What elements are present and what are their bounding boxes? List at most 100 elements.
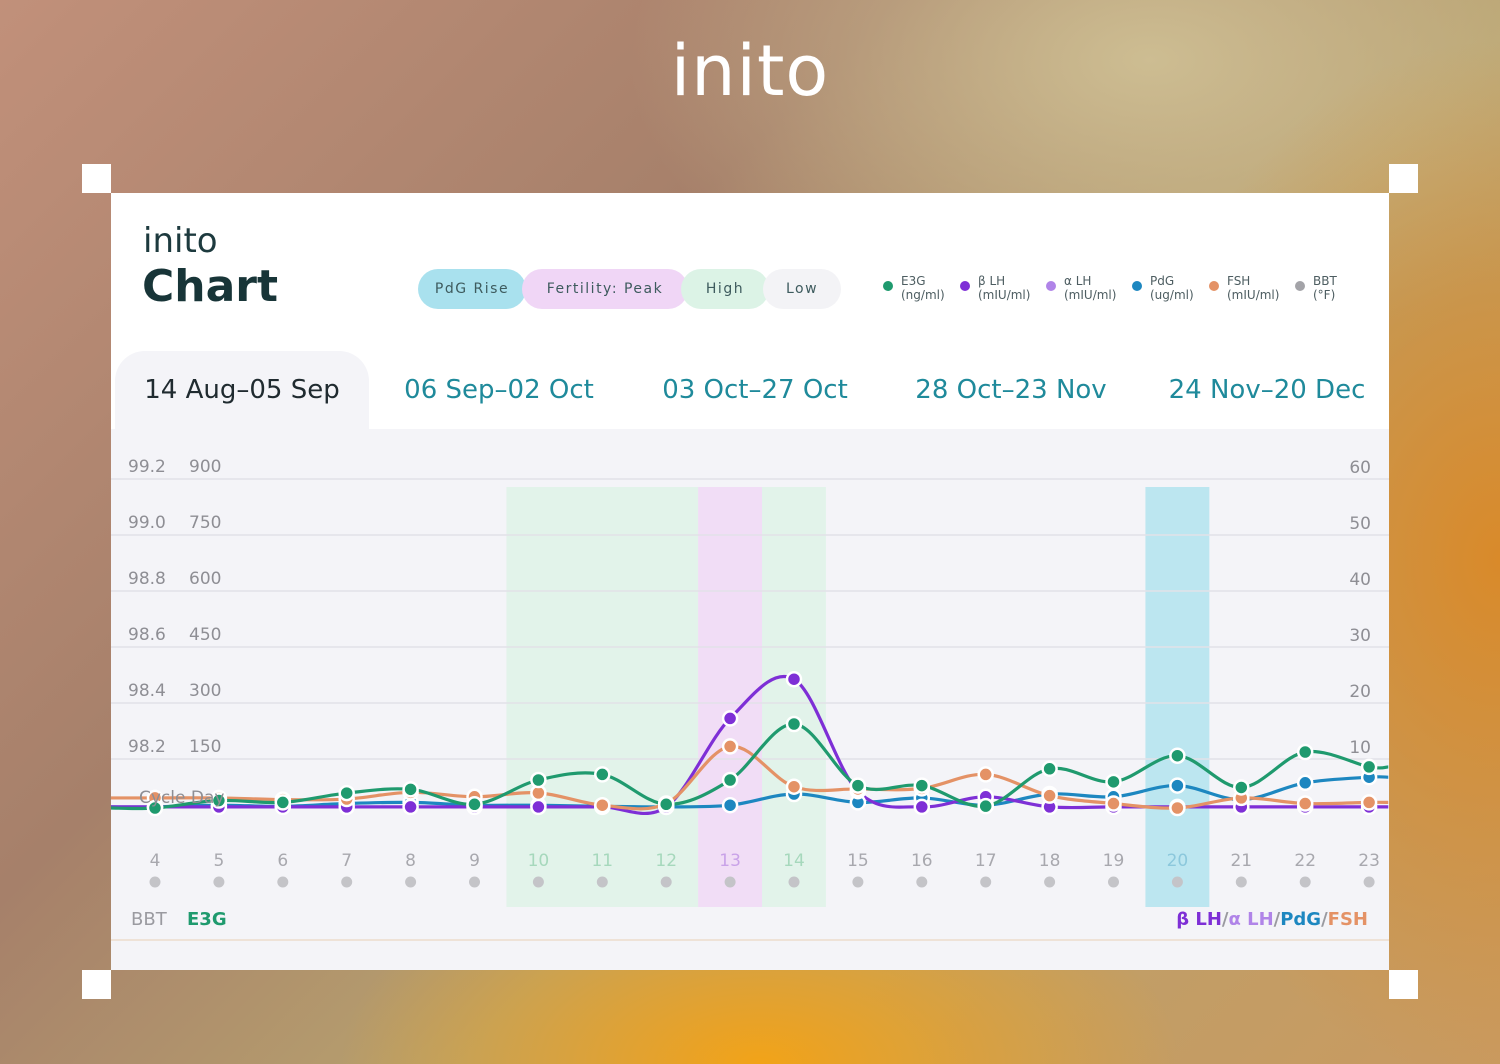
- legend-alpha-lh-name: α LH: [1064, 274, 1092, 288]
- tab-cycle-1[interactable]: 14 Aug–05 Sep: [115, 351, 369, 429]
- bbt-point-day-15: [852, 876, 864, 888]
- chart-card: inito Chart PdG Rise Fertility: Peak Hig…: [111, 193, 1389, 970]
- bbt-point-day-11: [596, 876, 608, 888]
- x-tick-day-21: 21: [1230, 851, 1252, 871]
- crop-handle-top-right[interactable]: [1389, 164, 1418, 193]
- x-tick-day-11: 11: [591, 851, 613, 871]
- tab-cycle-5[interactable]: 24 Nov–20 Dec: [1168, 375, 1366, 405]
- point-e3g-day-19: [1105, 773, 1122, 791]
- legend-bbt: BBT (°F): [1295, 274, 1337, 302]
- bbt-point-day-8: [405, 876, 417, 888]
- point-e3g-day-6: [274, 794, 292, 811]
- bbt-point-day-13: [724, 876, 736, 888]
- bbt-point-day-14: [788, 876, 800, 888]
- point-fsh-day-20: [1169, 799, 1186, 817]
- bottom-right-label-alpha-lh: α LH: [1228, 909, 1273, 930]
- left-axis-e3g-tick: 900: [189, 457, 221, 477]
- bottom-right-label-pdg: PdG: [1280, 909, 1321, 930]
- legend-alpha-lh-unit: (mIU/ml): [1064, 288, 1117, 302]
- point-e3g-day-17: [977, 797, 994, 815]
- x-tick-day-23: 23: [1358, 851, 1380, 871]
- point-fsh-day-13: [721, 738, 739, 755]
- series-line-e3g: [111, 722, 1389, 811]
- legend-alpha-lh: α LH (mIU/ml): [1046, 274, 1116, 302]
- crop-handle-bottom-left[interactable]: [82, 970, 111, 999]
- x-tick-day-4: 4: [150, 851, 161, 871]
- x-tick-day-12: 12: [655, 851, 677, 871]
- legend-bbt-dot: [1295, 281, 1305, 291]
- tab-cycle-2[interactable]: 06 Sep–02 Oct: [404, 375, 594, 405]
- x-tick-day-20: 20: [1167, 851, 1189, 871]
- card-title: Chart: [142, 261, 279, 312]
- tab-cycle-4[interactable]: 28 Oct–23 Nov: [915, 375, 1107, 405]
- point-beta-lh-day-8: [402, 798, 419, 816]
- legend-e3g-name: E3G: [901, 274, 926, 288]
- right-axis-tick: 10: [1349, 738, 1371, 758]
- right-axis-tick: 40: [1349, 570, 1371, 590]
- point-beta-lh-day-16: [913, 798, 931, 816]
- point-fsh-day-22: [1296, 795, 1314, 812]
- legend-fsh-unit: (mIU/ml): [1227, 288, 1280, 302]
- point-e3g-day-7: [338, 784, 355, 802]
- card-brand-logo: inito: [143, 221, 218, 261]
- left-axis-e3g-tick: 600: [189, 569, 221, 589]
- legend-fsh-name: FSH: [1227, 274, 1251, 288]
- bbt-point-day-7: [341, 876, 353, 888]
- bbt-point-day-9: [469, 876, 480, 888]
- legend-pdg: PdG (ug/ml): [1132, 274, 1194, 302]
- left-axis-e3g-tick: 150: [189, 737, 221, 757]
- highlight-band-3: [1145, 487, 1210, 907]
- bbt-point-day-22: [1299, 876, 1311, 888]
- legend-beta-lh-name: β LH: [978, 274, 1006, 288]
- point-e3g-day-15: [849, 777, 867, 794]
- legend-bbt-unit: (°F): [1313, 288, 1336, 302]
- legend-alpha-lh-dot: [1046, 281, 1056, 291]
- legend-beta-lh-dot: [960, 281, 970, 291]
- left-axis-e3g-tick: 750: [189, 513, 221, 533]
- bbt-point-day-12: [660, 876, 672, 888]
- brand-logo: inito: [670, 30, 830, 112]
- x-tick-day-18: 18: [1039, 851, 1061, 871]
- x-tick-day-22: 22: [1294, 851, 1316, 871]
- legend-fsh-dot: [1209, 281, 1219, 291]
- cycle-tabs: 14 Aug–05 Sep 06 Sep–02 Oct 03 Oct–27 Oc…: [111, 351, 1389, 429]
- pill-low: Low: [763, 269, 841, 309]
- legend-bbt-name: BBT: [1313, 274, 1337, 288]
- bbt-point-day-5: [213, 876, 225, 888]
- x-tick-day-16: 16: [911, 851, 933, 871]
- x-tick-day-6: 6: [277, 851, 288, 871]
- legend-e3g: E3G (ng/ml): [883, 274, 945, 302]
- legend-pdg-unit: (ug/ml): [1150, 288, 1194, 302]
- point-e3g-day-23: [1360, 758, 1378, 776]
- point-e3g-day-16: [913, 777, 931, 794]
- right-axis-tick: 30: [1349, 626, 1371, 646]
- right-axis-tick: 20: [1349, 682, 1371, 702]
- tab-cycle-3[interactable]: 03 Oct–27 Oct: [662, 375, 848, 405]
- point-e3g-day-11: [594, 766, 611, 783]
- bbt-point-day-16: [916, 876, 928, 888]
- x-tick-day-13: 13: [719, 851, 741, 871]
- point-pdg-day-13: [721, 796, 739, 814]
- bottom-right-label-fsh: FSH: [1328, 909, 1368, 930]
- point-e3g-day-18: [1041, 760, 1058, 778]
- point-fsh-day-11: [594, 796, 611, 814]
- left-axis-bbt-tick: 98.8: [128, 569, 166, 589]
- bbt-point-day-6: [277, 876, 289, 888]
- point-e3g-day-22: [1296, 743, 1314, 761]
- legend-pdg-name: PdG: [1150, 274, 1175, 288]
- left-axis-bbt-tick: 99.2: [128, 457, 166, 477]
- x-tick-day-9: 9: [469, 851, 480, 871]
- pill-pdg-rise: PdG Rise: [418, 269, 526, 309]
- crop-handle-bottom-right[interactable]: [1389, 970, 1418, 999]
- point-e3g-day-9: [466, 796, 483, 813]
- right-axis-tick: 60: [1349, 458, 1371, 478]
- x-tick-day-14: 14: [783, 851, 805, 871]
- point-beta-lh-day-13: [721, 710, 739, 727]
- point-e3g-day-14: [785, 715, 803, 733]
- point-e3g-day-4: [146, 799, 164, 817]
- bbt-point-day-21: [1235, 876, 1247, 888]
- left-axis-bbt-tick: 99.0: [128, 513, 166, 533]
- crop-handle-top-left[interactable]: [82, 164, 111, 193]
- left-axis-bbt-tick: 98.2: [128, 737, 166, 757]
- point-fsh-day-23: [1360, 794, 1378, 811]
